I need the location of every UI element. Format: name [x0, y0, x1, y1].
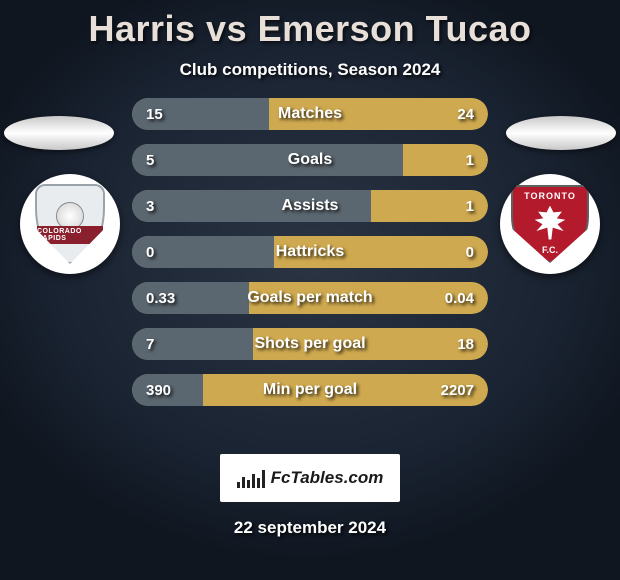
- stat-row: Min per goal3902207: [132, 374, 488, 406]
- date-text: 22 september 2024: [0, 518, 620, 538]
- stat-row: Goals51: [132, 144, 488, 176]
- stat-bar-left-fill: [132, 144, 403, 176]
- stat-bar-left-fill: [132, 328, 253, 360]
- stat-rows: Matches1524 Goals51 Assists31 Hattricks00 Go…: [132, 98, 488, 406]
- stats-stage: COLORADO RAPIDS TORONTO F.C. Matches1524…: [0, 98, 620, 428]
- stat-row: Matches1524: [132, 98, 488, 130]
- decorative-ellipse-right: [506, 116, 616, 150]
- comparison-card: Harris vs Emerson Tucao Club competition…: [0, 0, 620, 580]
- club-logo-left: COLORADO RAPIDS: [20, 174, 120, 274]
- stat-row: Goals per match0.330.04: [132, 282, 488, 314]
- stat-bar-left-fill: [132, 236, 274, 268]
- club-crest-right: TORONTO F.C.: [511, 185, 589, 263]
- club-logo-right: TORONTO F.C.: [500, 174, 600, 274]
- stat-bar-left-fill: [132, 282, 249, 314]
- subtitle: Club competitions, Season 2024: [0, 60, 620, 80]
- stat-row: Hattricks00: [132, 236, 488, 268]
- stat-row: Assists31: [132, 190, 488, 222]
- stat-bar-left-fill: [132, 190, 371, 222]
- footer-brand-badge: FcTables.com: [220, 454, 400, 502]
- stat-bar-left-fill: [132, 98, 269, 130]
- page-title: Harris vs Emerson Tucao: [0, 0, 620, 50]
- stat-bar-left-fill: [132, 374, 203, 406]
- stat-row: Shots per goal718: [132, 328, 488, 360]
- decorative-ellipse-left: [4, 116, 114, 150]
- footer-brand-text: FcTables.com: [271, 468, 384, 488]
- club-crest-left: COLORADO RAPIDS: [35, 184, 105, 264]
- bar-chart-icon: [237, 468, 265, 488]
